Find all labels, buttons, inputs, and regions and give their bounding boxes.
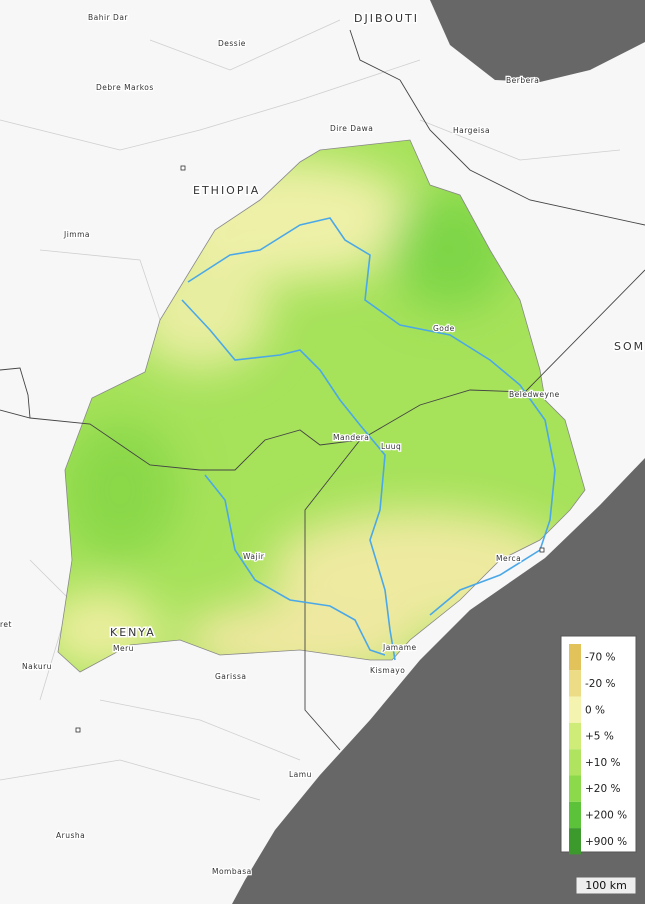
legend-label: 0 % [585, 704, 605, 716]
place-label: Wajir [243, 552, 265, 561]
legend-swatch [569, 644, 581, 671]
place-label: Jimma [63, 230, 90, 239]
country-label: ETHIOPIA [193, 184, 260, 197]
place-label: Luuq [381, 442, 401, 451]
place-label: Garissa [215, 672, 247, 681]
place-label: Hargeisa [453, 126, 490, 135]
legend-label: +200 % [585, 809, 627, 821]
place-label: Beledweyne [509, 390, 560, 399]
country-borders [0, 29, 645, 751]
place-label: Gode [433, 324, 455, 333]
place-label: Arusha [56, 831, 85, 840]
sea [232, 458, 645, 904]
country-label: DJIBOUTI [354, 12, 419, 25]
place-label: Merca [496, 554, 521, 563]
legend-label: +900 % [585, 836, 627, 848]
place-label: Dire Dawa [330, 124, 373, 133]
legend-swatch [569, 775, 581, 802]
place-label: Jamame [382, 643, 417, 652]
place-label: Lamu [289, 770, 312, 779]
place-label: Mandera [333, 433, 369, 442]
place-label: ret [0, 620, 12, 629]
place-label: Debre Markos [96, 83, 154, 92]
place-label: Bahir Dar [88, 13, 128, 22]
legend-swatch [569, 828, 581, 855]
place-label: Meru [113, 644, 134, 653]
place-label: Mombasa [212, 867, 252, 876]
legend-label: +10 % [585, 757, 620, 769]
legend-swatch [569, 670, 581, 697]
place-label: Nakuru [22, 662, 52, 671]
legend-swatch [569, 722, 581, 750]
legend-label: +5 % [585, 731, 614, 743]
country-label: KENYA [110, 626, 156, 639]
place-label: Kismayo [370, 666, 405, 675]
scale-bar [575, 876, 637, 895]
place-label: Berbera [506, 76, 539, 85]
legend-swatch [569, 749, 581, 776]
place-label: Dessie [218, 39, 246, 48]
legend-label: +20 % [585, 783, 620, 795]
legend-label: -70 % [585, 652, 615, 664]
legend-label: -20 % [585, 678, 615, 690]
legend: -70 % -20 % 0 % +5 % +10 % +20 % +200 % +900 % [569, 644, 627, 855]
city-dots [75, 165, 545, 733]
basin-outline [57, 139, 586, 673]
legend-swatch [569, 696, 581, 723]
legend-swatch [569, 801, 581, 829]
sea [430, 0, 645, 82]
admin-borders [0, 19, 621, 801]
country-label: SOM [614, 340, 645, 353]
scale-label: 100 km [585, 879, 627, 892]
